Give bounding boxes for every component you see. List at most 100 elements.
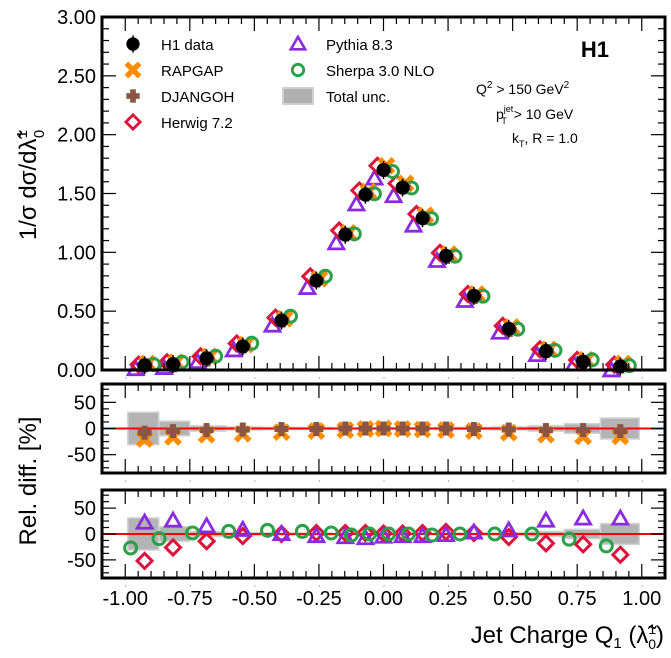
point-h1-data [376, 162, 391, 177]
ratio-point-sherpa-3-0-nlo [424, 527, 440, 543]
ratio-point-djangoh [501, 422, 516, 437]
ratio-point-djangoh [466, 422, 481, 437]
y-tick-label: 0 [85, 419, 96, 441]
legend-item-h1-data: H1 data [126, 35, 214, 54]
ratio-point-pythia-8-3 [573, 508, 594, 526]
ratio-point-pythia-8-3 [392, 525, 413, 544]
ratio-point-sherpa-3-0-nlo [487, 526, 503, 542]
y-axis-title-sub: 0 [31, 130, 48, 138]
ratio-point-djangoh [274, 422, 289, 437]
legend-label: Sherpa 3.0 NLO [326, 63, 434, 80]
x-tick-label: -0.75 [167, 588, 213, 610]
ratio-point-pythia-8-3 [373, 526, 394, 544]
x-tick-label: 0.25 [429, 588, 468, 610]
ratio-point-pythia-8-3 [536, 510, 556, 528]
ratio-point-sherpa-3-0-nlo [123, 540, 139, 556]
y-tick-label: -50 [67, 445, 96, 467]
legend-marker-pythia-8-3 [288, 34, 308, 51]
y-tick-label: 0 [85, 524, 96, 546]
x-tick-label: 0.75 [558, 588, 597, 610]
legend-label: DJANGOH [161, 89, 234, 106]
ratio-point-sherpa-3-0-nlo [294, 523, 310, 539]
ratio-point-djangoh [199, 423, 214, 438]
legend-swatch-total-unc [282, 87, 314, 105]
cut-q2: Q2 > 150 GeV2 [476, 80, 570, 97]
x-tick-label: -0.50 [232, 588, 278, 610]
ratio-point-djangoh [309, 422, 324, 437]
y-tick-label: 2.50 [57, 66, 96, 88]
y-axis-title: 1/σ dσ/dλ̃10 [14, 130, 48, 241]
legend-label: Herwig 7.2 [161, 115, 233, 132]
y-axis-title-ratio: Rel. diff. [%] [15, 417, 42, 546]
ratio-point-herwig-7-2 [163, 537, 183, 558]
legend-item-rapgap: RAPGAP [124, 61, 224, 80]
legend-label: Pythia 8.3 [326, 37, 393, 54]
ratio-point-sherpa-3-0-nlo [185, 525, 201, 541]
point-h1-data [309, 273, 324, 288]
ratio-point-pythia-8-3 [436, 524, 456, 543]
legend-label: Total unc. [326, 89, 390, 106]
point-pythia-8-3 [297, 277, 318, 295]
point-h1-data [395, 180, 410, 195]
legend-marker-rapgap [124, 61, 142, 79]
ratio-point-sherpa-3-0-nlo [151, 531, 167, 547]
legend-label: H1 data [161, 37, 214, 54]
y-tick-label: -50 [67, 550, 96, 572]
y-tick-label: 1.00 [57, 242, 96, 264]
ratio-point-djangoh [576, 423, 591, 438]
ratio-point-pythia-8-3 [498, 520, 519, 538]
y-tick-label: 50 [74, 392, 96, 414]
ratio-point-djangoh [358, 421, 373, 436]
panel-frame [100, 382, 667, 475]
ratio-point-pythia-8-3 [196, 515, 217, 534]
y-tick-label: 0.50 [57, 301, 96, 323]
ratio-point-herwig-7-2 [271, 524, 292, 544]
point-h1-data [338, 227, 353, 242]
main-panel: 0.00 0.50 1.00 1.50 2.00 2.50 3.00 [57, 7, 667, 382]
x-tick-label: -0.25 [296, 588, 342, 610]
y-tick-label: 3.00 [57, 7, 96, 29]
ratio-point-sherpa-3-0-nlo [381, 526, 397, 542]
point-h1-data [501, 321, 516, 336]
y-axis-title-main: 1/σ dσ/d [15, 151, 42, 241]
ratio-point-pythia-8-3 [463, 522, 484, 540]
ratio-panel-1: 50 0 -50 [67, 382, 667, 482]
point-h1-data [274, 313, 289, 328]
point-pythia-8-3 [403, 215, 424, 233]
x-tick-label: 0.50 [493, 588, 532, 610]
ratio-point-herwig-7-2 [573, 534, 593, 554]
ratio-point-herwig-7-2 [536, 533, 556, 553]
ratio-point-pythia-8-3 [271, 523, 292, 542]
y-tick-label: 2.00 [57, 125, 96, 147]
ratio-point-herwig-7-2 [610, 545, 630, 565]
point-h1-data [199, 351, 214, 366]
ratio-point-djangoh [376, 421, 391, 436]
ratio-point-herwig-7-2 [355, 523, 376, 543]
legend-label: RAPGAP [161, 63, 224, 80]
x-axis-title: Jet Charge Q1 (λ̃1 0) [471, 621, 664, 652]
point-pythia-8-3 [383, 185, 404, 204]
ratio-point-djangoh [395, 421, 410, 436]
panel-frame [100, 15, 667, 372]
y-tick-label: 1.50 [57, 184, 96, 206]
ratio-point-pythia-8-3 [134, 512, 155, 530]
ratio-point-herwig-7-2 [134, 551, 155, 571]
legend-item-pythia-8-3: Pythia 8.3 [288, 34, 393, 54]
x-tick-label: -1.00 [102, 588, 148, 610]
legend-item-djangoh: DJANGOH [126, 89, 234, 106]
ratio-point-sherpa-3-0-nlo [598, 538, 614, 554]
legend-marker-h1-data [126, 37, 140, 51]
legend-item-sherpa-3-0-nlo: Sherpa 3.0 NLO [290, 62, 434, 80]
x-tick-label: 1.00 [622, 588, 661, 610]
panel-frame [100, 488, 667, 580]
y-tick-label: 0.00 [57, 360, 96, 382]
legend: H1 data RAPGAP DJANGOH Herwig 7.2 Pythia 8.3… [123, 34, 434, 132]
point-h1-data [466, 288, 481, 303]
point-h1-data [438, 248, 453, 263]
ratio-point-djangoh [538, 423, 553, 438]
point-h1-data [576, 354, 591, 369]
y-axis-title-sup: 1 [14, 130, 31, 138]
ratio-point-sherpa-3-0-nlo [221, 523, 237, 539]
experiment-label: H1 [581, 37, 609, 62]
